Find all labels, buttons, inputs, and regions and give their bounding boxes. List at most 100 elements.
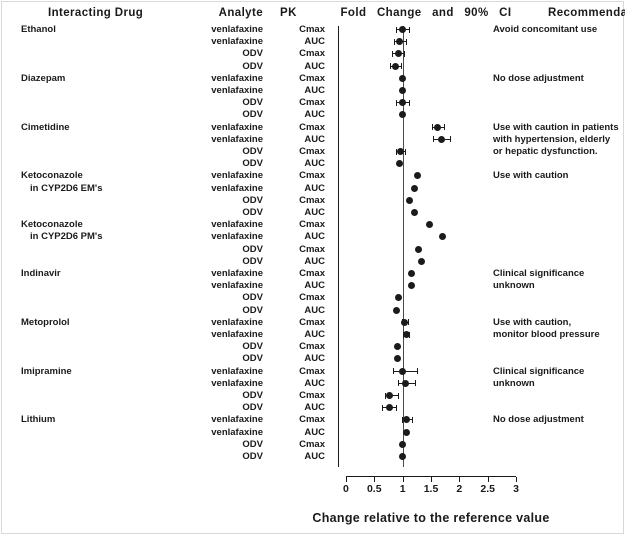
forest-marker <box>411 184 419 192</box>
forest-marker <box>394 355 402 363</box>
drug-label: Indinavir <box>21 268 61 279</box>
pk-label: AUC <box>304 36 325 48</box>
pk-label: AUC <box>304 231 325 243</box>
forest-marker <box>393 306 401 314</box>
forest-marker <box>397 148 405 155</box>
pk-label: AUC <box>304 426 325 438</box>
pk-label: Cmax <box>299 341 325 353</box>
analyte-label: venlafaxine <box>211 182 263 194</box>
recommendation-text: Use with caution, <box>493 316 572 328</box>
recommendation-text: Avoid concomitant use <box>493 24 598 35</box>
column-header-fold-change: Fold Change and 90% CI <box>340 7 512 19</box>
forest-marker <box>407 270 415 277</box>
analyte-label: venlafaxine <box>211 85 263 96</box>
ci-cap-right <box>411 416 413 423</box>
ci-cap-left <box>402 416 404 423</box>
ci-cap-right <box>395 404 397 411</box>
ci-cap-right <box>406 38 408 45</box>
forest-marker <box>437 135 445 143</box>
forest-marker <box>401 318 409 326</box>
x-axis-tick-label: 2 <box>456 483 463 495</box>
drug-label: Ethanol <box>21 24 56 35</box>
forest-marker <box>399 99 407 107</box>
pk-label: Cmax <box>299 194 325 206</box>
pk-label: AUC <box>304 353 325 365</box>
ci-cap-left <box>396 148 398 155</box>
pk-label: Cmax <box>299 390 325 401</box>
pk-label: Cmax <box>299 170 325 182</box>
forest-marker <box>394 50 402 58</box>
recommendation-text: monitor blood pressure <box>493 329 600 340</box>
analyte-label: ODV <box>242 451 263 462</box>
forest-marker <box>426 221 434 229</box>
analyte-label: venlafaxine <box>211 365 263 377</box>
x-axis-tick <box>487 477 489 482</box>
analyte-label: venlafaxine <box>211 170 263 182</box>
x-axis-tick-label: 3 <box>513 483 519 495</box>
forest-marker <box>407 282 415 290</box>
plot-left-frame-line <box>338 26 339 467</box>
forest-marker <box>399 453 407 460</box>
forest-marker <box>438 233 446 241</box>
ci-cap-right <box>397 392 399 399</box>
analyte-label: ODV <box>242 341 263 353</box>
pk-label: Cmax <box>299 24 325 35</box>
pk-label: Cmax <box>299 121 325 133</box>
analyte-label: venlafaxine <box>211 316 263 328</box>
analyte-label: venlafaxine <box>211 268 263 279</box>
forest-marker <box>411 209 419 216</box>
column-header-pk: PK <box>280 7 297 19</box>
pk-label: Cmax <box>299 268 325 279</box>
column-header-interacting-drug: Interacting Drug <box>48 7 144 19</box>
pk-label: AUC <box>304 329 325 340</box>
drug-label: Ketoconazole <box>21 219 83 231</box>
ci-cap-left <box>389 63 391 70</box>
analyte-label: venlafaxine <box>211 133 263 145</box>
analyte-label: venlafaxine <box>211 121 263 133</box>
ci-cap-left <box>398 380 400 387</box>
pk-label: AUC <box>304 280 325 292</box>
pk-label: Cmax <box>299 219 325 231</box>
pk-label: AUC <box>304 60 325 72</box>
ci-cap-right <box>444 124 446 131</box>
analyte-label: venlafaxine <box>211 377 263 389</box>
ci-cap-right <box>409 26 411 33</box>
recommendation-text: No dose adjustment <box>493 72 584 84</box>
analyte-label: ODV <box>242 194 263 206</box>
forest-marker <box>396 160 404 168</box>
pk-label: Cmax <box>299 292 325 304</box>
x-axis-tick <box>516 477 518 482</box>
recommendation-text: or hepatic dysfunction. <box>493 146 598 157</box>
pk-label: AUC <box>304 377 325 389</box>
drug-label: Cimetidine <box>21 121 70 133</box>
drug-label: Metoprolol <box>21 316 70 328</box>
pk-label: Cmax <box>299 243 325 255</box>
drug-label: Imipramine <box>21 365 72 377</box>
recommendation-text: No dose adjustment <box>493 414 584 426</box>
ci-cap-left <box>392 50 394 57</box>
forest-marker <box>399 74 407 82</box>
analyte-label: venlafaxine <box>211 231 263 243</box>
x-axis-title: Change relative to the reference value <box>312 511 550 525</box>
ci-cap-right <box>405 148 407 155</box>
analyte-label: ODV <box>242 97 263 109</box>
ci-cap-left <box>433 136 435 143</box>
forest-marker <box>399 87 407 94</box>
ci-cap-right <box>403 50 405 57</box>
analyte-label: ODV <box>242 60 263 72</box>
ci-cap-right <box>416 368 418 375</box>
reference-line <box>402 26 404 467</box>
ci-cap-right <box>415 380 417 387</box>
pk-label: Cmax <box>299 316 325 328</box>
pk-label: AUC <box>304 255 325 267</box>
forest-marker <box>395 294 403 302</box>
pk-label: AUC <box>304 451 325 462</box>
forest-marker <box>415 245 423 253</box>
pk-label: Cmax <box>299 72 325 84</box>
pk-label: Cmax <box>299 97 325 109</box>
x-axis-tick <box>431 477 432 482</box>
pk-label: AUC <box>304 109 325 121</box>
analyte-label: ODV <box>242 292 263 304</box>
drug-label: Diazepam <box>21 72 66 84</box>
